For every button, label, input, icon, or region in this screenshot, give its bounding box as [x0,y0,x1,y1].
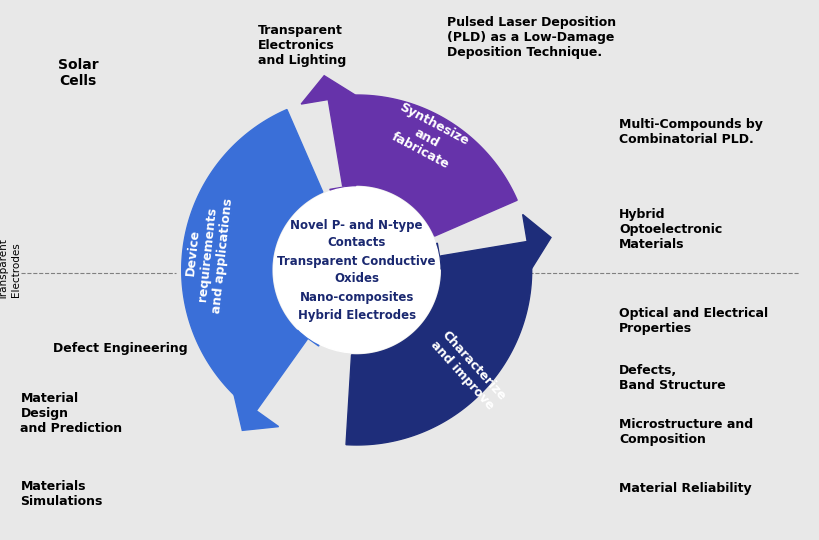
Text: Material
Design
and Prediction: Material Design and Prediction [20,392,123,435]
Text: Transparent
Electronics
and Lighting: Transparent Electronics and Lighting [258,24,346,68]
Text: Microstructure and
Composition: Microstructure and Composition [618,418,753,446]
Text: Materials
Simulations: Materials Simulations [20,480,102,508]
Text: Characterize
and improve: Characterize and improve [428,328,508,413]
Polygon shape [346,241,531,445]
Text: Novel P- and N-type
Contacts
Transparent Conductive
Oxides
Nano-composites
Hybri: Novel P- and N-type Contacts Transparent… [277,219,436,321]
Polygon shape [419,243,441,269]
Polygon shape [233,395,278,430]
Polygon shape [182,110,323,413]
Text: Solar
Cells: Solar Cells [57,58,98,88]
Text: Hybrid
Optoelectronic
Materials: Hybrid Optoelectronic Materials [618,208,722,251]
Text: Defects,
Band Structure: Defects, Band Structure [618,364,725,392]
Text: Transparent
Electrodes: Transparent Electrodes [0,239,20,301]
Text: Pulsed Laser Deposition
(PLD) as a Low-Damage
Deposition Technique.: Pulsed Laser Deposition (PLD) as a Low-D… [446,16,615,59]
Text: Device
requirements
and applications: Device requirements and applications [180,194,235,314]
Polygon shape [522,214,550,268]
Polygon shape [296,321,319,346]
Text: Optical and Electrical
Properties: Optical and Electrical Properties [618,307,767,335]
Polygon shape [329,185,355,208]
Polygon shape [328,95,517,236]
Text: Multi-Compounds by
Combinatorial PLD.: Multi-Compounds by Combinatorial PLD. [618,118,762,146]
Text: Material Reliability: Material Reliability [618,482,751,495]
Text: Defect Engineering: Defect Engineering [53,342,188,355]
Polygon shape [301,76,355,104]
Circle shape [274,187,439,353]
Text: Synthesize
and
fabricate: Synthesize and fabricate [382,101,470,174]
